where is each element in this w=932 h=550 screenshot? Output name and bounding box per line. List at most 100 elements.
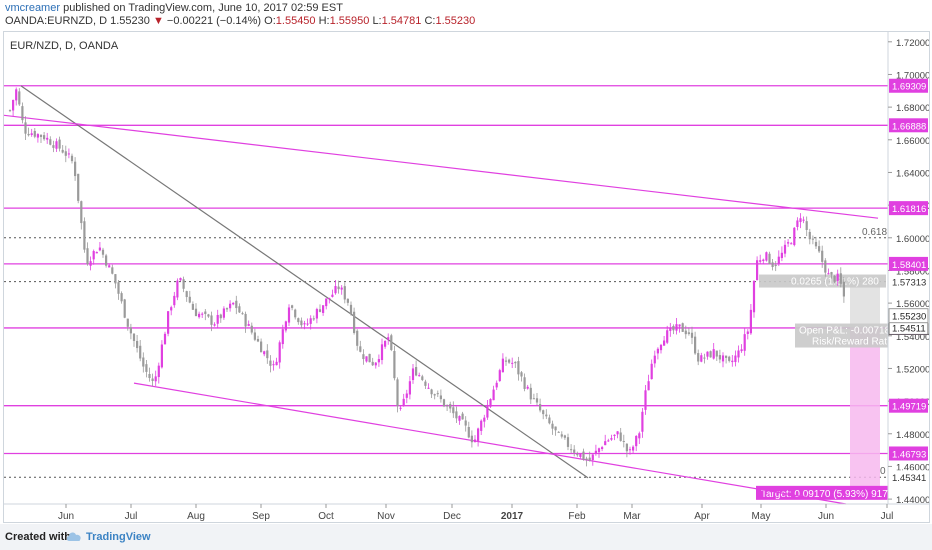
y-tick-label: 1.70000 [896,70,929,81]
candle-up [743,334,746,351]
candle-up [790,243,793,245]
candle-down [582,451,585,460]
candle-up [418,375,421,377]
candle-down [39,134,43,137]
candle-down [120,293,123,302]
candle-down [123,299,126,318]
candle-up [579,453,582,457]
tradingview-brand[interactable]: TradingView [86,531,151,543]
candle-down [253,332,256,340]
candle-down [768,253,771,265]
candle-up [36,134,39,138]
candle-down [690,332,694,338]
y-tick-label: 1.68000 [896,103,929,114]
candle-up [628,449,632,451]
candle-up [607,440,610,442]
level-price-label: 1.69309 [892,82,926,93]
candle-up [616,431,619,435]
price-axis[interactable]: 1.720001.700001.680001.660001.640001.620… [888,38,929,506]
candle-down [396,379,399,407]
candle-up [334,286,337,294]
candle-up [458,416,461,421]
candle-down [80,201,83,224]
candle-up [427,387,430,389]
candle-down [142,357,145,367]
trendline[interactable] [4,114,879,219]
position-tool-layer[interactable]: 0.0265 (1.81%) 280 Open P&L: -0.00718Risk… [756,274,898,500]
candle-down [349,304,353,315]
candle-up [306,323,309,325]
candle-down [393,350,396,379]
candle-down [535,398,539,403]
candle-down [467,426,470,438]
candle-up [827,273,830,275]
candle-up [387,337,390,340]
candle-up [173,295,176,306]
candle-up [656,348,659,354]
chart-pane[interactable]: 0.0265 (1.81%) 280 Open P&L: -0.00718Risk… [3,31,930,523]
x-tick-label: Nov [377,511,395,522]
candle-down [204,311,207,314]
candle-up [740,349,743,352]
candle-up [176,280,179,298]
trendlines-layer[interactable] [4,85,879,505]
candle-up [663,340,666,346]
candle-down [430,389,433,395]
candle-up [95,251,98,254]
candle-up [179,278,182,281]
candle-up [793,227,796,246]
published-text: published on TradingView.com, June 10, 2… [60,2,343,14]
candle-down [554,426,557,431]
trendline[interactable] [133,382,847,505]
candle-up [591,454,594,460]
time-axis[interactable]: Jun Jul Aug Sep Oct Nov Dec 2017 Feb Mar Apr May Jun… [58,504,893,522]
candle-up [170,307,173,311]
candle-up [263,351,266,355]
candle-down [191,303,194,310]
candle-down [725,355,728,358]
target-zone[interactable] [850,327,880,487]
candle-down [101,249,105,255]
candle-up [365,356,368,362]
author-link[interactable]: vmcreamer [5,2,61,14]
candle-down [551,423,554,429]
x-tick-label: Jun [58,511,74,522]
candle-down [697,353,700,362]
candle-up [678,324,681,327]
candle-down [260,341,263,353]
target-box [756,485,888,500]
candle-down [684,330,687,335]
candle-down [811,238,814,240]
candle-down [619,432,622,441]
candle-down [266,350,269,359]
ohlc-low-label: L: [372,15,382,27]
candle-down [839,273,842,284]
candle-down [83,221,86,250]
stop-stats-label: 0.0265 (1.81%) 280 [791,277,879,288]
candle-down [359,346,362,352]
candle-up [638,433,641,439]
candle-down [18,91,21,105]
candle-down [439,395,442,400]
candle-up [380,344,384,361]
candle-up [492,389,495,401]
candle-down [446,405,449,407]
candle-up [473,439,477,443]
candle-up [303,323,306,325]
candle-down [188,296,191,303]
candle-up [610,438,613,440]
candle-up [55,141,58,149]
candle-up [526,386,529,389]
price-chart[interactable]: 0.0265 (1.81%) 280 Open P&L: -0.00718Risk… [4,32,929,522]
candle-down [504,360,508,362]
candle-up [802,219,805,221]
level-price-tag [889,201,928,216]
level-price-tag [889,256,928,271]
candle-down [529,387,532,400]
candle-up [287,307,291,323]
candle-up [659,344,663,351]
candle-down [424,381,427,386]
trendline[interactable] [20,85,589,479]
candle-up [315,309,318,319]
candle-down [145,364,148,372]
